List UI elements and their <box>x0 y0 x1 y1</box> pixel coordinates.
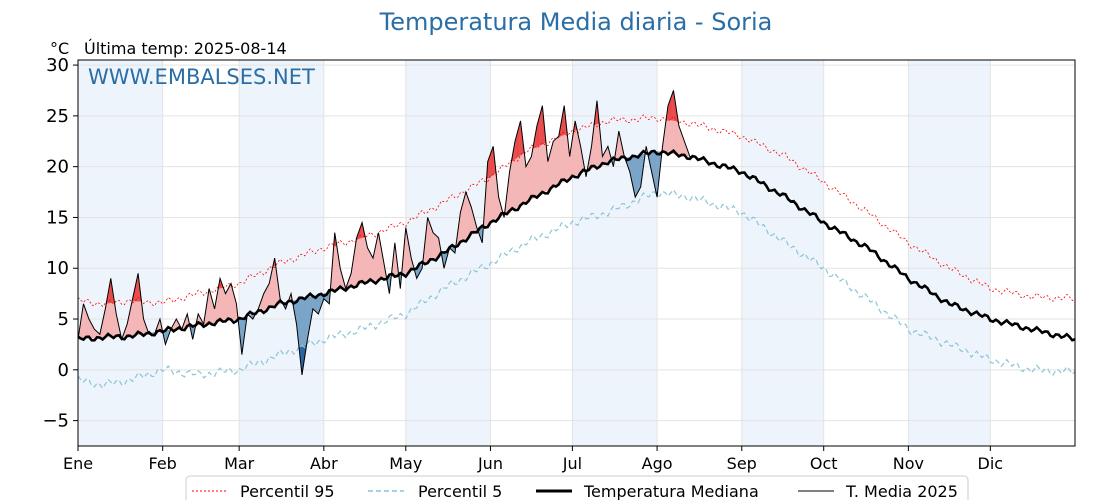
x-tick-label: Jun <box>477 454 503 473</box>
y-tick-label: 15 <box>46 207 69 228</box>
legend-median-label: Temperatura Mediana <box>583 482 759 500</box>
month-band-mar <box>239 60 324 446</box>
x-tick-label: Abr <box>310 454 338 473</box>
y-tick-label: 25 <box>46 106 69 127</box>
x-tick-label: Mar <box>224 454 255 473</box>
y-axis-ticks: −5 0 5 10 15 20 25 30 <box>42 55 78 432</box>
x-tick-label: Ago <box>642 454 673 473</box>
legend-p5-label: Percentil 5 <box>418 482 502 500</box>
month-band-nov <box>908 60 990 446</box>
x-tick-label: Jul <box>562 454 582 473</box>
month-band-sep <box>742 60 824 446</box>
watermark: WWW.EMBALSES.NET <box>88 65 315 89</box>
x-tick-label: Oct <box>810 454 838 473</box>
x-tick-label: Nov <box>893 454 924 473</box>
y-tick-label: 30 <box>46 55 69 76</box>
legend: Percentil 95 Percentil 5 Temperatura Med… <box>186 476 968 500</box>
x-axis-ticks: Ene Feb Mar Abr May Jun Jul Ago Sep Oct Nov Dic <box>63 446 1003 473</box>
x-tick-label: May <box>389 454 422 473</box>
legend-current-label: T. Media 2025 <box>845 482 958 500</box>
month-band-ene <box>78 60 163 446</box>
chart-title: Temperatura Media diaria - Soria <box>379 8 773 36</box>
month-band-jul <box>572 60 657 446</box>
last-temp-label: Última temp: 2025-08-14 <box>84 39 287 58</box>
x-tick-label: Feb <box>149 454 177 473</box>
y-tick-label: 5 <box>58 309 69 330</box>
x-tick-label: Ene <box>63 454 93 473</box>
month-bands <box>78 60 990 446</box>
y-tick-label: 10 <box>46 258 69 279</box>
x-tick-label: Dic <box>978 454 1004 473</box>
legend-p95-label: Percentil 95 <box>240 482 335 500</box>
y-tick-label: 20 <box>46 157 69 178</box>
x-tick-label: Sep <box>727 454 757 473</box>
y-tick-label: −5 <box>42 411 69 432</box>
y-tick-label: 0 <box>58 360 69 381</box>
